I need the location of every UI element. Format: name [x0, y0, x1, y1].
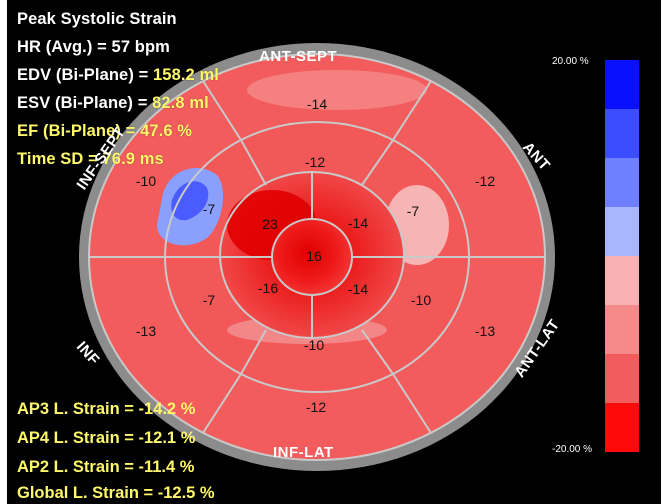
segment-value-apical-inf: -16	[257, 280, 279, 296]
time-sd-value: 76.9 ms	[102, 150, 164, 168]
colorbar-step	[605, 305, 639, 354]
global-label: Global L. Strain =	[17, 484, 158, 502]
segment-value-apex: 16	[306, 248, 322, 264]
ef-label: EF (Bi-Plane) =	[17, 122, 141, 140]
edv-readout: EDV (Bi-Plane) = 158.2 ml	[17, 66, 219, 85]
ap2-value: -11.4 %	[138, 458, 195, 476]
esv-label: ESV (Bi-Plane) =	[17, 94, 153, 112]
colorbar	[605, 60, 639, 452]
ap2-label: AP2 L. Strain =	[17, 458, 139, 476]
segment-value-basal-inf: -13	[135, 323, 157, 339]
time-sd-label: Time SD =	[17, 150, 103, 168]
segment-value-mid-inf-lat: -10	[303, 337, 325, 353]
segment-value-basal-ant-sept: -14	[306, 96, 328, 112]
blue-strain-core	[171, 181, 209, 221]
segment-value-mid-ant-lat: -10	[410, 292, 432, 308]
colorbar-min-label: -20.00 %	[552, 444, 593, 455]
segment-value-apical-lat: -14	[347, 281, 369, 297]
segment-value-mid-inf: -7	[202, 292, 216, 308]
ap4-strain-readout: AP4 L. Strain = -12.1 %	[17, 429, 195, 448]
esv-readout: ESV (Bi-Plane) = 82.8 ml	[17, 94, 209, 113]
ef-readout: EF (Bi-Plane) = 47.6 %	[17, 122, 192, 141]
segment-value-mid-ant: -7	[406, 203, 420, 219]
segment-value-apical-ant: -14	[347, 215, 369, 231]
ap3-strain-readout: AP3 L. Strain = -14.2 %	[17, 400, 195, 419]
ap3-value: -14.2 %	[138, 400, 196, 418]
bullseye-plot	[79, 43, 555, 471]
segment-value-apical-sept: 23	[262, 216, 278, 232]
segment-value-basal-inf-lat: -12	[305, 399, 327, 415]
colorbar-step	[605, 207, 639, 256]
segment-value-basal-ant: -12	[474, 173, 496, 189]
wall-label-inf-lat: INF-LAT	[273, 444, 334, 461]
heart-rate-readout: HR (Avg.) = 57 bpm	[17, 38, 170, 56]
esv-value: 82.8 ml	[152, 94, 209, 112]
colorbar-step	[605, 109, 639, 158]
ef-value: 47.6 %	[140, 122, 193, 140]
basal-pale-patch-top	[247, 70, 427, 110]
colorbar-step	[605, 354, 639, 403]
time-sd-readout: Time SD = 76.9 ms	[17, 150, 164, 169]
segment-value-mid-ant-sept: -12	[304, 154, 326, 170]
colorbar-step	[605, 158, 639, 207]
apex-circle	[272, 219, 352, 295]
title: Peak Systolic Strain	[17, 10, 177, 28]
strain-display: Peak Systolic Strain HR (Avg.) = 57 bpm …	[7, 0, 661, 504]
edv-value: 158.2 ml	[153, 66, 219, 84]
colorbar-step	[605, 60, 639, 109]
colorbar-max-label: 20.00 %	[552, 56, 589, 67]
colorbar-step	[605, 256, 639, 305]
segment-value-basal-inf-sept: -10	[135, 173, 157, 189]
ap2-strain-readout: AP2 L. Strain = -11.4 %	[17, 458, 194, 477]
global-value: -12.5 %	[157, 484, 215, 502]
segment-value-mid-inf-sept: -7	[202, 201, 216, 217]
edv-label: EDV (Bi-Plane) =	[17, 66, 154, 84]
colorbar-step	[605, 403, 639, 452]
ap4-value: -12.1 %	[138, 429, 196, 447]
global-strain-readout: Global L. Strain = -12.5 %	[17, 484, 215, 503]
ap4-label: AP4 L. Strain =	[17, 429, 139, 447]
segment-dividers	[89, 80, 545, 434]
ap3-label: AP3 L. Strain =	[17, 400, 139, 418]
segment-value-basal-ant-lat: -13	[474, 323, 496, 339]
wall-label-ant-sept: ANT-SEPT	[259, 48, 338, 65]
